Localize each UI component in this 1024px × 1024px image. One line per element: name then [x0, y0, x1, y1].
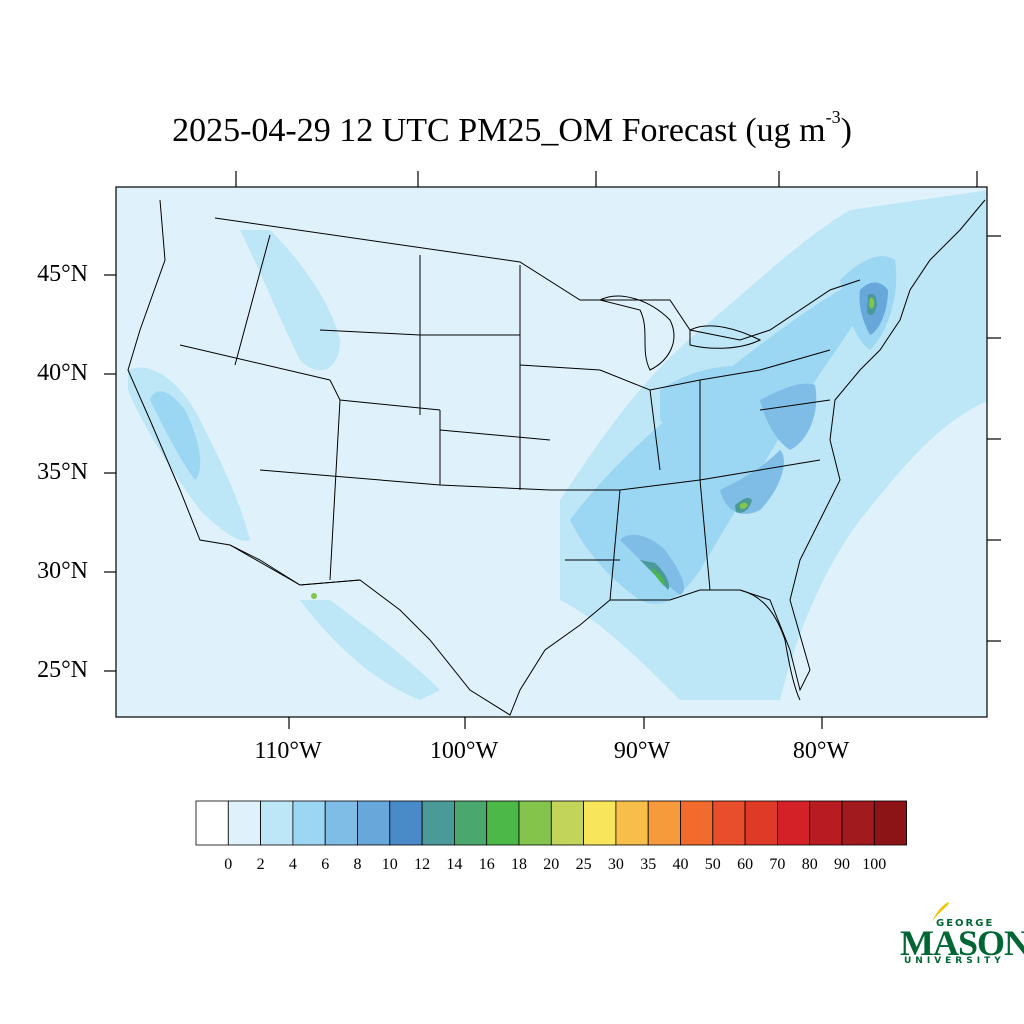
colorbar-label-12: 30 [607, 856, 624, 873]
contour-gulf-plume [640, 600, 760, 700]
colorbar-box-7 [421, 800, 455, 846]
us-outline [127, 199, 986, 716]
gmu-logo: GEORGE MASON UNIVERSITY [896, 900, 1024, 970]
colorbar-label-11: 25 [575, 856, 592, 873]
canada-border [214, 217, 861, 341]
colorbar-label-6: 12 [414, 856, 431, 873]
contour-carolinas [720, 450, 784, 514]
lon-label-80w: 80°W [792, 738, 850, 764]
lat-label-40: 40°N [37, 360, 88, 386]
colorbar-label-15: 50 [704, 856, 721, 873]
colorbar-label-13: 35 [640, 856, 657, 873]
contour-northwest [240, 230, 340, 371]
lat-label-25: 25°N [37, 657, 88, 683]
boundaries [127, 199, 986, 716]
state-line-13 [599, 369, 761, 391]
title-exponent: -3 [825, 106, 841, 127]
lat-label-35: 35°N [37, 459, 88, 485]
colorbar-label-17: 70 [769, 856, 786, 873]
colorbar-box-3 [292, 800, 326, 846]
florida [739, 589, 801, 701]
contour-atlantic [880, 322, 985, 390]
lon-label-110w: 110°W [254, 738, 322, 764]
colorbar-label-0: 0 [224, 856, 233, 873]
logo-line3: UNIVERSITY [904, 956, 1005, 966]
colorbar-box-16 [712, 800, 746, 846]
colorbar-label-4: 8 [353, 856, 362, 873]
contour-peak-ne-core [869, 297, 875, 309]
logo-line2: MASON [900, 923, 1024, 963]
colorbar-label-1: 2 [256, 856, 265, 873]
colorbar-box-19 [809, 800, 843, 846]
colorbar-label-2: 4 [288, 856, 297, 873]
colorbar-label-14: 40 [672, 856, 689, 873]
contour-peak-sc-core [740, 502, 748, 509]
logo-swoosh-icon [932, 902, 949, 922]
colorbar-label-18: 80 [801, 856, 818, 873]
contour-peak-la-core [650, 568, 665, 586]
colorbar-box-6 [389, 800, 423, 846]
state-line-10 [439, 429, 551, 441]
colorbar-box-8 [453, 800, 488, 846]
state-line-16 [609, 489, 621, 601]
state-line-18 [759, 349, 831, 371]
lon-label-100w: 100°W [429, 738, 499, 764]
colorbar-box-10 [518, 800, 552, 846]
colorbar-box-11 [550, 800, 584, 846]
colorbar-label-8: 16 [478, 856, 495, 873]
colorbar-box-13 [615, 800, 649, 846]
state-line-17 [699, 479, 711, 591]
colorbar-box-15 [680, 800, 714, 846]
colorbar-label-7: 14 [446, 856, 463, 873]
colorbar-box-12 [583, 800, 617, 846]
colorbar-box-14 [647, 800, 681, 846]
contour-southwest [300, 600, 440, 700]
lat-label-45: 45°N [37, 261, 88, 287]
lon-label-90w: 90°W [613, 738, 671, 764]
colorbar-box-21 [873, 800, 907, 846]
title-text: 2025-04-29 12 UTC PM25_OM Forecast (ug m [172, 112, 826, 149]
colorbar-box-4 [324, 800, 358, 846]
contour-ohio-valley [660, 366, 771, 444]
state-line-11 [519, 364, 601, 371]
state-line-14 [649, 389, 661, 471]
colorbar-label-9: 18 [511, 856, 527, 873]
colorbar-box-9 [486, 800, 520, 846]
axis-ticks [104, 171, 1001, 729]
state-line-1 [234, 234, 271, 366]
colorbar-box-0 [195, 800, 229, 846]
contour-california [150, 391, 201, 480]
contour-peak-nm [311, 593, 317, 599]
title-suffix: ) [840, 112, 852, 149]
mexico-border [229, 544, 361, 586]
colorbar-label-19: 90 [834, 856, 850, 873]
state-line-19 [759, 399, 831, 411]
colorbar-box-20 [841, 800, 875, 846]
colorbar-boxes [195, 800, 907, 846]
great-lakes [598, 295, 762, 371]
colorbar-label-5: 10 [381, 856, 398, 873]
state-line-2 [179, 344, 331, 381]
colorbar-label-20: 100 [862, 856, 887, 873]
logo-line1: GEORGE [936, 918, 995, 929]
colorbar-label-10: 20 [543, 856, 560, 873]
figure-title: 2025-04-29 12 UTC PM25_OM Forecast (ug m… [0, 107, 1024, 150]
colorbar-label-3: 6 [321, 856, 330, 873]
contour-appalachia [760, 383, 817, 450]
colorbar-label-16: 60 [737, 856, 754, 873]
map-frame [115, 186, 988, 718]
colorbar-box-5 [357, 800, 391, 846]
state-line-9 [329, 399, 341, 581]
colorbar-box-18 [777, 800, 811, 846]
lat-label-30: 30°N [37, 558, 88, 584]
colorbar-box-17 [744, 800, 778, 846]
colorbar-box-2 [260, 800, 294, 846]
colorbar-box-1 [227, 800, 262, 846]
concentration-field [128, 190, 987, 700]
